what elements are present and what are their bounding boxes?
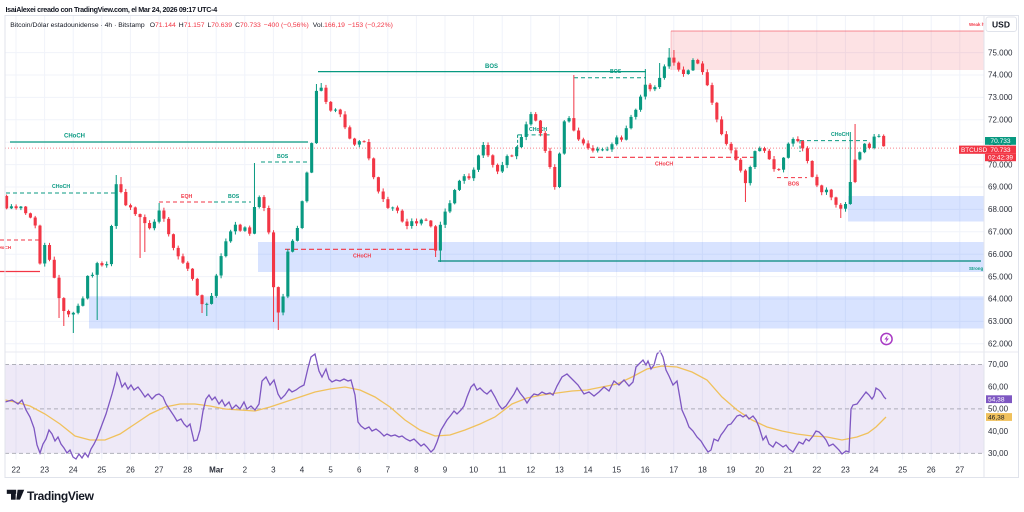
svg-text:CHoCH: CHoCH	[529, 127, 547, 133]
svg-text:23: 23	[841, 466, 850, 475]
svg-text:21: 21	[784, 466, 793, 475]
svg-text:28: 28	[183, 466, 192, 475]
svg-text:4: 4	[300, 466, 305, 475]
svg-text:CHoCH: CHoCH	[655, 162, 673, 168]
svg-text:68.000: 68.000	[988, 205, 1013, 214]
svg-text:19: 19	[727, 466, 736, 475]
svg-text:24: 24	[870, 466, 879, 475]
svg-text:Bitcoin/Dólar estadounidense ·: Bitcoin/Dólar estadounidense · 4h · Bits…	[10, 22, 393, 29]
svg-text:3: 3	[271, 466, 276, 475]
svg-text:22: 22	[12, 466, 21, 475]
svg-text:BTCUSD: BTCUSD	[961, 147, 988, 154]
svg-text:BOS: BOS	[228, 194, 240, 200]
svg-text:18: 18	[698, 466, 707, 475]
svg-text:Mar: Mar	[209, 466, 223, 475]
svg-text:30,00: 30,00	[988, 449, 1009, 458]
svg-text:2: 2	[243, 466, 248, 475]
svg-text:60,00: 60,00	[988, 382, 1009, 391]
svg-text:70,00: 70,00	[988, 360, 1009, 369]
svg-text:Weak h: Weak h	[969, 22, 985, 27]
svg-text:15: 15	[612, 466, 621, 475]
svg-text:64.000: 64.000	[988, 295, 1013, 304]
svg-text:40,00: 40,00	[988, 427, 1009, 436]
svg-text:BOS: BOS	[788, 182, 800, 188]
svg-text:02:42:39: 02:42:39	[988, 155, 1013, 162]
svg-text:70.733: 70.733	[990, 138, 1011, 145]
svg-text:10: 10	[469, 466, 478, 475]
svg-text:14: 14	[584, 466, 593, 475]
svg-text:27: 27	[955, 466, 964, 475]
svg-text:BOS: BOS	[610, 69, 622, 75]
svg-text:7: 7	[386, 466, 391, 475]
svg-text:66.000: 66.000	[988, 250, 1013, 259]
svg-text:9: 9	[443, 466, 448, 475]
svg-text:Strong: Strong	[969, 266, 983, 271]
svg-text:26: 26	[126, 466, 135, 475]
svg-text:54,38: 54,38	[988, 397, 1005, 404]
svg-text:13: 13	[555, 466, 564, 475]
svg-text:24: 24	[69, 466, 78, 475]
svg-text:CHoCH: CHoCH	[353, 254, 371, 260]
svg-text:16: 16	[641, 466, 650, 475]
svg-text:5: 5	[328, 466, 333, 475]
svg-text:CHoCH: CHoCH	[64, 134, 85, 140]
svg-text:74.000: 74.000	[988, 71, 1013, 80]
svg-text:25: 25	[97, 466, 106, 475]
svg-text:50,00: 50,00	[988, 405, 1009, 414]
svg-text:USD: USD	[992, 20, 1010, 30]
svg-text:67.000: 67.000	[988, 228, 1013, 237]
svg-text:69.000: 69.000	[988, 183, 1013, 192]
svg-text:6: 6	[357, 466, 362, 475]
svg-text:11: 11	[498, 466, 507, 475]
svg-text:CHoCH: CHoCH	[52, 184, 70, 190]
svg-text:CHoCH: CHoCH	[831, 132, 849, 138]
svg-text:62.000: 62.000	[988, 340, 1013, 349]
svg-text:73.000: 73.000	[988, 93, 1013, 102]
svg-text:75.000: 75.000	[988, 48, 1013, 57]
svg-text:72.000: 72.000	[988, 116, 1013, 125]
svg-text:26: 26	[927, 466, 936, 475]
svg-text:CHoCH: CHoCH	[0, 245, 12, 250]
svg-text:27: 27	[155, 466, 164, 475]
svg-text:65.000: 65.000	[988, 272, 1013, 281]
svg-text:12: 12	[526, 466, 535, 475]
svg-text:TradingView: TradingView	[27, 489, 95, 503]
svg-text:22: 22	[812, 466, 821, 475]
svg-text:23: 23	[40, 466, 49, 475]
svg-text:BOS: BOS	[485, 64, 498, 70]
svg-text:25: 25	[898, 466, 907, 475]
svg-text:46,38: 46,38	[988, 414, 1005, 421]
svg-text:BOS: BOS	[277, 154, 289, 160]
svg-text:20: 20	[755, 466, 764, 475]
svg-text:63.000: 63.000	[988, 317, 1013, 326]
svg-text:8: 8	[414, 466, 419, 475]
svg-text:17: 17	[669, 466, 678, 475]
svg-text:70.733: 70.733	[990, 147, 1011, 154]
svg-text:70.000: 70.000	[988, 160, 1013, 169]
svg-text:EQH: EQH	[181, 194, 192, 200]
